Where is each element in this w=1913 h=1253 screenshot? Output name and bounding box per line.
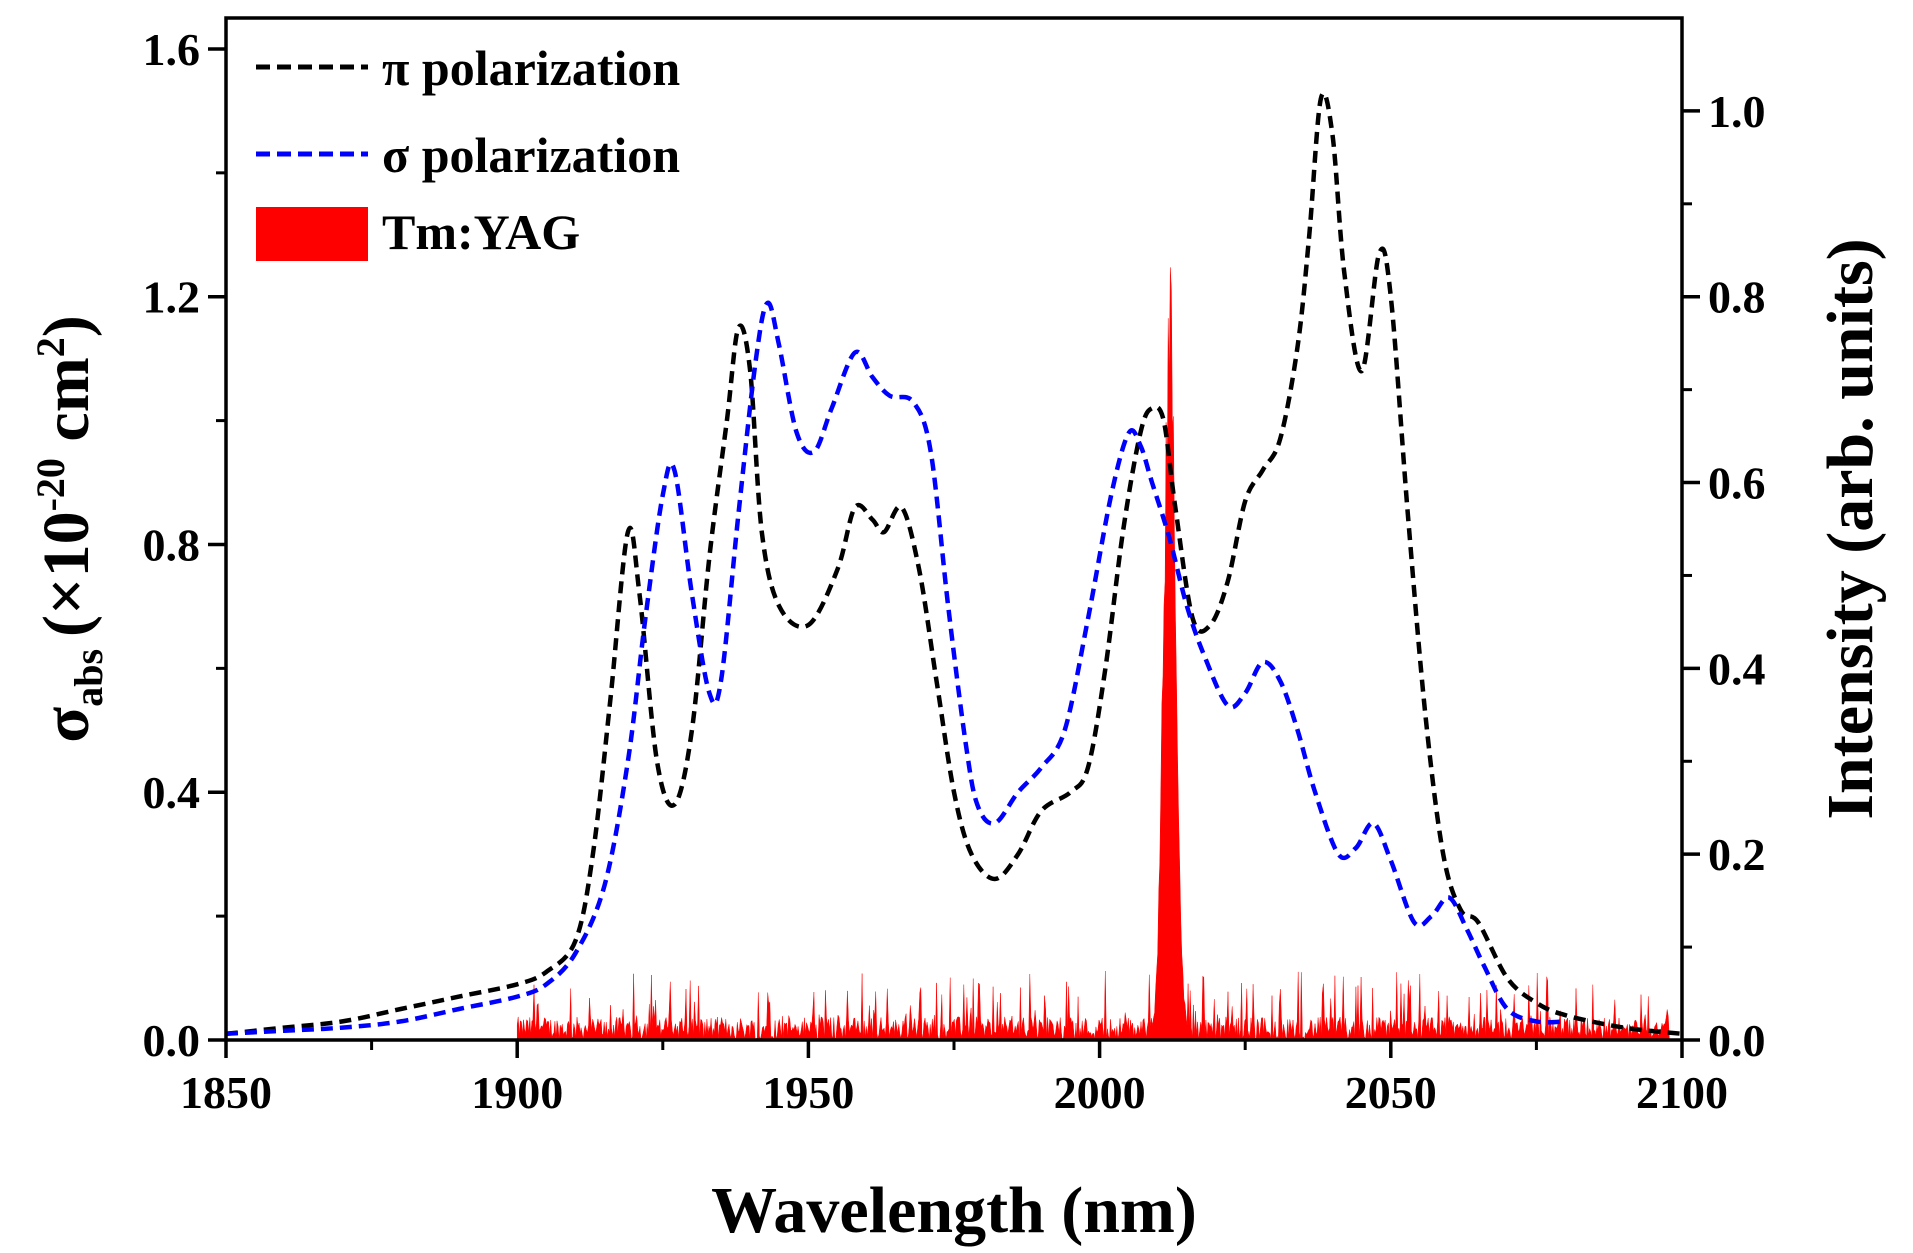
- x-tick-label: 1850: [180, 1067, 272, 1118]
- x-axis-title: Wavelength (nm): [711, 1174, 1197, 1247]
- legend-label-tmyag: Tm:YAG: [382, 204, 580, 260]
- y-tick-label: 0.0: [143, 1015, 201, 1066]
- y-title-power: 2: [28, 337, 73, 357]
- y2-tick-label: 0.6: [1708, 458, 1766, 509]
- x-tick-label: 2100: [1636, 1067, 1728, 1118]
- y-title-units-middle: cm: [30, 357, 103, 458]
- legend-swatch-tmyag: [256, 207, 368, 261]
- x-tick-label: 1900: [471, 1067, 563, 1118]
- legend: π polarization σ polarization Tm:YAG: [256, 40, 680, 261]
- y-title-units-prefix: (×10: [30, 511, 103, 637]
- y2-tick-label: 0.8: [1708, 272, 1766, 323]
- legend-label-sigma: σ polarization: [382, 127, 680, 183]
- x-tick-label: 2000: [1054, 1067, 1146, 1118]
- emission-fill-layer: [516, 267, 1671, 1041]
- y2-tick-label: 0.4: [1708, 643, 1766, 694]
- svg-text:Intensity (arb. units): Intensity (arb. units): [1814, 238, 1887, 819]
- y2-axis-title: Intensity (arb. units): [1814, 238, 1887, 819]
- y-tick-label: 1.2: [143, 272, 201, 323]
- y-title-units-suffix: ): [30, 315, 103, 337]
- y-axis-title: σabs (×10-20 cm2): [28, 315, 111, 742]
- absorption-lines-layer: [225, 90, 1683, 1037]
- y-title-symbol: σ: [30, 707, 103, 743]
- x-tick-label: 2050: [1345, 1067, 1437, 1118]
- y-title-subscript: abs: [66, 649, 111, 707]
- y-tick-label: 1.6: [143, 24, 201, 75]
- series-pi-line: [225, 90, 1683, 1037]
- y2-tick-label: 0.0: [1708, 1015, 1766, 1066]
- series-sigma-line: [225, 300, 1566, 1037]
- legend-label-pi: π polarization: [382, 40, 680, 96]
- svg-text:σabs(×10-20 cm2): σabs (×10-20 cm2): [28, 315, 111, 742]
- y2-tick-label: 1.0: [1708, 86, 1766, 137]
- y-tick-label: 0.8: [143, 519, 201, 570]
- tick-layer: 1850 1900 1950 2000 2050 21000.00.40.81.21.60…: [143, 24, 1766, 1118]
- y2-tick-label: 0.2: [1708, 829, 1766, 880]
- series-tmyag-fill: [516, 267, 1671, 1041]
- x-tick-label: 1950: [762, 1067, 854, 1118]
- y-title-exponent: -20: [28, 458, 73, 511]
- y-tick-label: 0.4: [143, 767, 201, 818]
